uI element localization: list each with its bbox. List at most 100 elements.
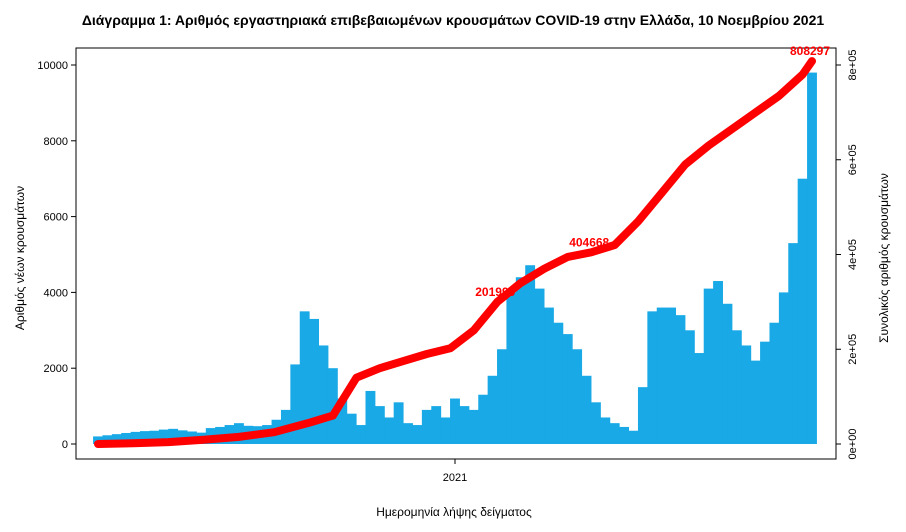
- cumulative-point-3: [200, 436, 208, 444]
- bar-55: [609, 423, 620, 444]
- cumulative-point-24: [728, 125, 736, 133]
- bar-71: [760, 341, 770, 444]
- cumulative-point-1: [129, 439, 137, 447]
- x-axis-title: Ημερομηνία λήψης δείγματος: [376, 505, 532, 519]
- bar-51: [572, 349, 583, 444]
- cumulative-point-16: [540, 265, 548, 273]
- right-y-axis: 0e+00 2e+05 4e+05 6e+05 8e+05: [836, 50, 859, 460]
- peak-label-1: 404668: [569, 235, 609, 249]
- cumulative-point-5: [270, 428, 278, 436]
- peak-labels: 201999 404668 808297: [475, 44, 830, 299]
- cumulative-point-8: [352, 374, 360, 382]
- bar-57: [628, 430, 639, 444]
- bar-26: [337, 398, 348, 444]
- bar-31: [384, 417, 395, 444]
- bar-42: [487, 375, 498, 444]
- bar-68: [731, 330, 742, 444]
- bar-70: [750, 360, 761, 444]
- x-axis: 2021: [443, 459, 467, 484]
- bar-45: [515, 277, 526, 444]
- bar-24: [318, 345, 329, 444]
- cumulative-point-14: [493, 298, 501, 306]
- bar-23: [309, 318, 320, 444]
- bar-52: [581, 375, 592, 444]
- peak-label-2: 808297: [790, 44, 830, 58]
- bar-65: [703, 288, 714, 444]
- bar-75: [797, 178, 808, 444]
- bar-63: [684, 330, 695, 444]
- bar-6: [149, 430, 160, 444]
- bar-61: [666, 307, 677, 444]
- right-tick-label-2: 4e+05: [847, 239, 859, 270]
- bar-8: [168, 428, 179, 444]
- bar-30: [374, 406, 385, 444]
- cumulative-point-20: [634, 217, 642, 225]
- bar-7: [158, 429, 169, 444]
- left-tick-label-4: 8000: [44, 136, 68, 148]
- bar-27: [346, 413, 357, 444]
- right-tick-label-4: 8e+05: [847, 50, 859, 81]
- left-tick-label-0: 0: [62, 439, 68, 451]
- bar-41: [478, 394, 489, 444]
- bar-47: [534, 288, 545, 444]
- bar-22: [299, 311, 310, 444]
- bar-37: [440, 417, 451, 444]
- bar-29: [365, 390, 376, 444]
- bar-73: [778, 292, 789, 444]
- bar-44: [506, 292, 517, 444]
- bar-74: [788, 243, 799, 444]
- bar-5: [140, 431, 150, 444]
- cumulative-point-11: [423, 350, 431, 358]
- bar-69: [741, 345, 752, 444]
- bar-48: [544, 307, 554, 444]
- cumulative-point-9: [376, 364, 384, 372]
- bar-59: [647, 311, 658, 444]
- cumulative-point-0: [94, 440, 102, 448]
- cumulative-point-27: [799, 70, 807, 78]
- bar-56: [619, 426, 630, 444]
- left-y-axis: 0 2000 4000 6000 8000 10000: [37, 60, 77, 451]
- bar-34: [412, 425, 423, 444]
- bar-66: [713, 281, 723, 444]
- cumulative-point-18: [587, 248, 595, 256]
- cumulative-point-6: [305, 419, 313, 427]
- bar-40: [468, 409, 479, 444]
- bar-39: [459, 406, 470, 444]
- bar-67: [722, 303, 733, 444]
- cumulative-point-12: [446, 344, 454, 352]
- right-tick-label-1: 2e+05: [847, 334, 859, 365]
- bar-58: [637, 387, 648, 444]
- bar-36: [431, 406, 442, 444]
- bar-28: [356, 425, 366, 444]
- left-tick-label-2: 4000: [44, 287, 68, 299]
- cumulative-point-23: [705, 142, 713, 150]
- peak-label-0: 201999: [475, 285, 515, 299]
- cumulative-point-21: [658, 189, 666, 197]
- right-tick-label-0: 0e+00: [847, 429, 859, 460]
- bar-1: [102, 435, 113, 444]
- cumulative-point-13: [470, 326, 478, 334]
- bar-43: [497, 349, 507, 444]
- bar-38: [450, 398, 460, 444]
- cumulative-point-22: [681, 160, 689, 168]
- cumulative-cases-line: [94, 57, 816, 448]
- bar-53: [590, 402, 601, 444]
- bar-25: [327, 368, 338, 444]
- bar-49: [553, 322, 564, 444]
- left-tick-label-1: 2000: [44, 363, 68, 375]
- cumulative-point-26: [775, 92, 783, 100]
- bar-62: [675, 315, 686, 444]
- bar-60: [656, 307, 667, 444]
- cumulative-point-15: [517, 279, 525, 287]
- bar-46: [525, 265, 536, 444]
- x-tick-label-0: 2021: [443, 472, 467, 484]
- cumulative-point-4: [235, 433, 243, 441]
- bar-72: [769, 322, 780, 444]
- cumulative-point-2: [164, 438, 172, 446]
- left-tick-label-5: 10000: [37, 60, 68, 72]
- right-tick-label-3: 6e+05: [847, 144, 859, 175]
- cumulative-point-28: [808, 57, 816, 65]
- bar-3: [121, 433, 132, 444]
- bar-21: [290, 364, 301, 444]
